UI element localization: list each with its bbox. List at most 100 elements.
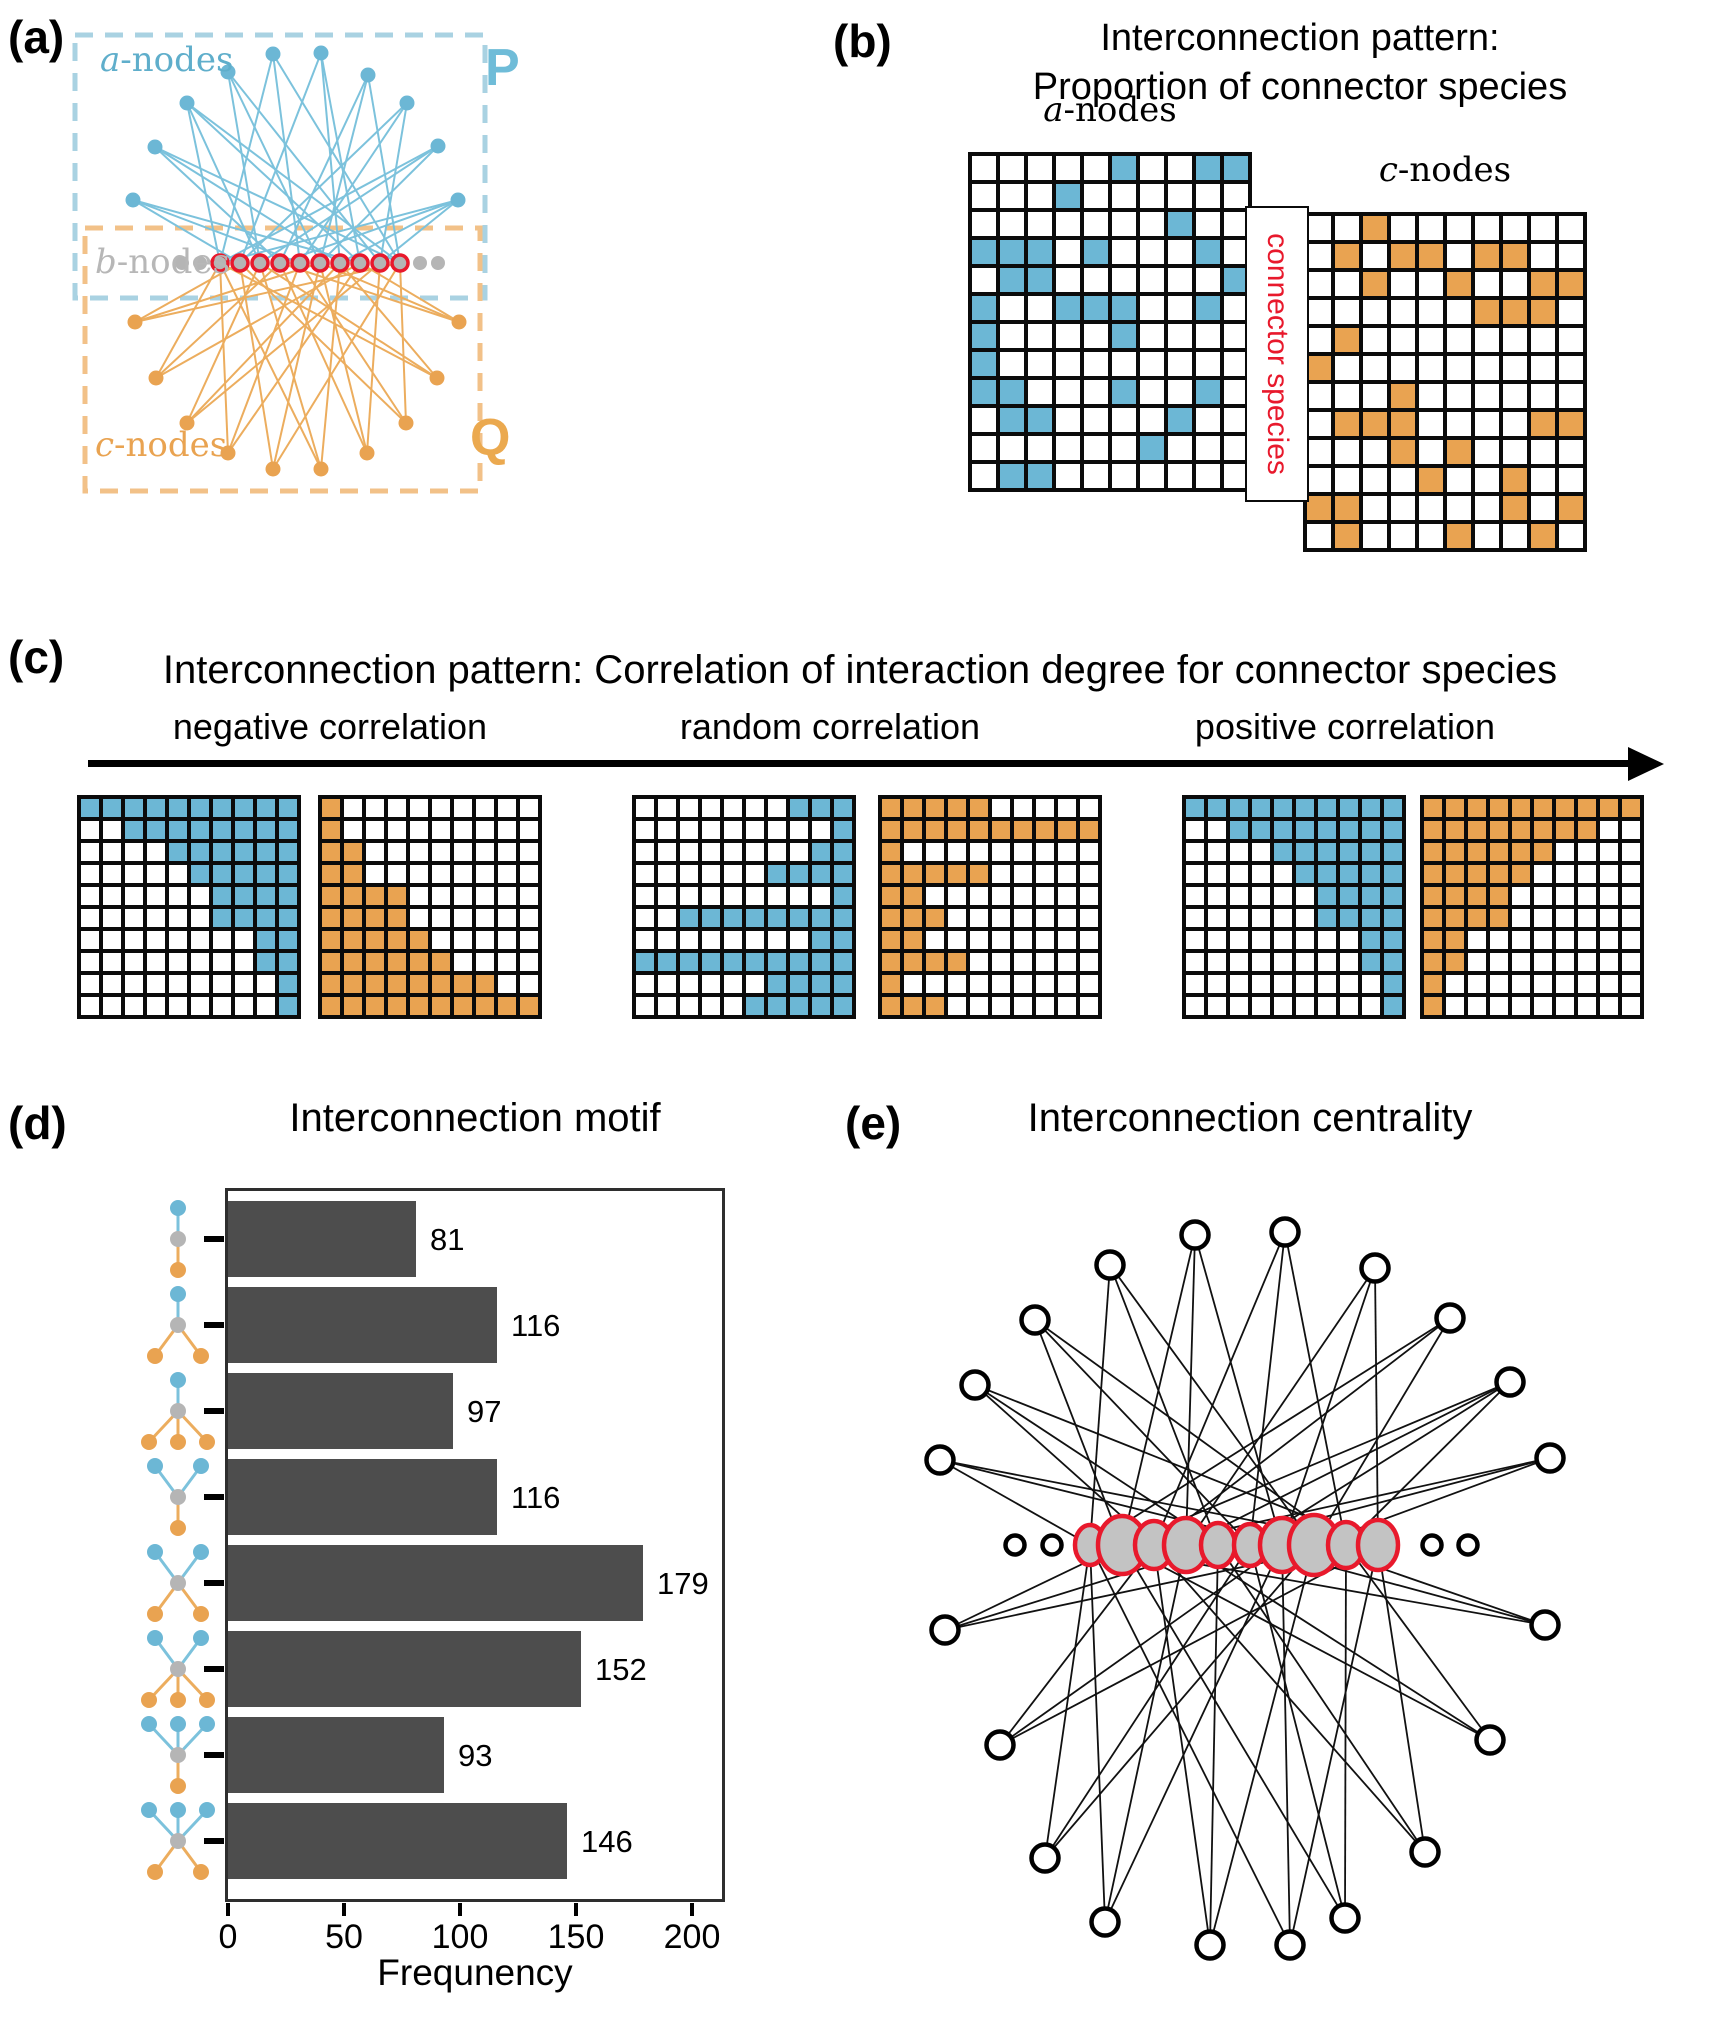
matrix-cell-empty [1228,841,1250,863]
matrix-cell-filled [386,995,408,1017]
matrix-cell-empty [946,885,968,907]
motif-a-node [141,1802,157,1818]
matrix-cell-empty [1473,382,1501,410]
matrix-cell-empty [167,863,189,885]
b-letter: b [95,242,117,282]
matrix-cell-filled [1338,863,1360,885]
peripheral-node [1534,1442,1566,1474]
matrix-cell-empty [656,863,678,885]
matrix-cell-empty [518,973,540,995]
matrix-cell-empty [145,951,167,973]
matrix-cell-filled [1360,929,1382,951]
a-node [360,67,376,83]
matrix-cell-filled [1557,410,1585,438]
c-letter: c [95,425,115,465]
matrix-cell-empty [1445,410,1473,438]
matrix-cell-filled [342,951,364,973]
matrix-cell-empty [189,885,211,907]
matrix-cell-empty [518,929,540,951]
matrix-cell-empty [364,863,386,885]
matrix-cell-empty [968,951,990,973]
matrix-cell-filled [1389,410,1417,438]
matrix-cell-empty [722,841,744,863]
matrix-cell-empty [1082,266,1110,294]
matrix-cell-empty [1333,354,1361,382]
matrix-cell-empty [1510,929,1532,951]
matrix-cell-empty [189,995,211,1017]
connector-node [370,253,390,273]
matrix-cell-filled [946,819,968,841]
matrix-cell-filled [880,929,902,951]
matrix-cell-empty [722,863,744,885]
matrix-cell-filled [189,863,211,885]
connector-node [290,253,310,273]
matrix-cell-filled [408,951,430,973]
motif-b-node [170,1661,186,1677]
matrix-cell-filled [1082,294,1110,322]
matrix-cell-empty [474,797,496,819]
matrix-cell-filled [832,863,854,885]
matrix-cell-empty [518,951,540,973]
matrix-cell-empty [656,819,678,841]
matrix-cell-empty [744,863,766,885]
matrix-cell-filled [1333,494,1361,522]
matrix-cell-filled [342,973,364,995]
tripartite-network-diagram [72,32,488,494]
network-edge [1345,1544,1491,1741]
matrix-cell-filled [233,863,255,885]
matrix-cell-filled [880,797,902,819]
matrix-cell-filled [1510,797,1532,819]
matrix-cell-filled [1501,494,1529,522]
matrix-cell-empty [1138,238,1166,266]
matrix-cell-empty [1184,885,1206,907]
matrix-cell-filled [1422,973,1444,995]
matrix-cell-empty [386,863,408,885]
row-end-node [1420,1533,1444,1557]
orange-edge [339,262,438,379]
matrix-cell-empty [970,154,998,182]
y-axis-tick [204,1752,224,1758]
matrix-cell-filled [320,797,342,819]
matrix-cell-filled [970,294,998,322]
matrix-cell-filled [277,841,299,863]
matrix-cell-empty [1034,863,1056,885]
matrix-cell-filled [430,995,452,1017]
matrix-cell-filled [880,951,902,973]
matrix-cell-filled [1501,298,1529,326]
matrix-cell-empty [1056,885,1078,907]
motif-c-node [170,1778,186,1794]
matrix-cell-empty [452,951,474,973]
matrix-cell-empty [386,819,408,841]
a-node [265,46,281,62]
network-edge [1104,1544,1283,1923]
matrix-cell-filled [430,973,452,995]
matrix-cell-filled [1488,885,1510,907]
matrix-cell-empty [1138,266,1166,294]
panel-b-title-line1: Interconnection pattern: [1100,17,1500,59]
matrix-cell-empty [1138,294,1166,322]
matrix-cell-empty [1389,466,1417,494]
matrix-cell-empty [1466,929,1488,951]
matrix-cell-filled [1532,841,1554,863]
motif-a-node [199,1802,215,1818]
matrix-cell-empty [342,819,364,841]
matrix-cell-empty [1473,438,1501,466]
bar-value-label: 146 [581,1824,633,1859]
matrix-cell-filled [189,797,211,819]
matrix-cell-empty [1012,863,1034,885]
y-axis-tick [204,1580,224,1586]
matrix-cell-empty [902,841,924,863]
orange-edge [134,262,401,323]
matrix-cell-filled [320,995,342,1017]
peripheral-node [1494,1366,1526,1398]
matrix-cell-filled [430,951,452,973]
matrix-cell-filled [277,907,299,929]
matrix-cell-empty [700,797,722,819]
matrix-cell-filled [832,819,854,841]
matrix-cell-empty [496,885,518,907]
matrix-cell-filled [832,797,854,819]
matrix-cell-filled [1444,929,1466,951]
matrix-cell-filled [1316,907,1338,929]
matrix-cell-empty [1417,270,1445,298]
network-p-label: P [485,39,520,97]
